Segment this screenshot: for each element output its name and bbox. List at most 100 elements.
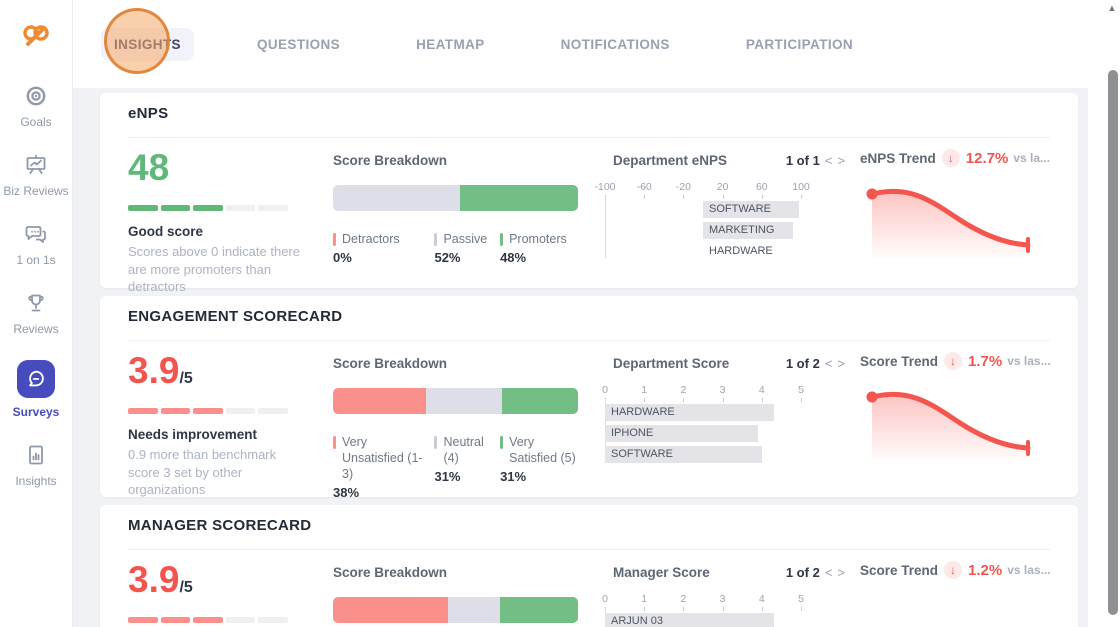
tab-notifications[interactable]: NOTIFICATIONS bbox=[560, 36, 670, 52]
meter-segment bbox=[225, 617, 256, 623]
tab-questions[interactable]: QUESTIONS bbox=[256, 36, 341, 52]
sidebar-item-goals[interactable]: Goals bbox=[1, 84, 71, 129]
stackbar-segment bbox=[499, 597, 578, 623]
axis-tick-label: 2 bbox=[680, 593, 687, 605]
trend-compare-label: vs las... bbox=[1007, 354, 1051, 368]
scrollbar-up-arrow-icon[interactable]: ▲ bbox=[1107, 3, 1117, 13]
score-description: Scores above 0 indicate there are more p… bbox=[128, 244, 300, 294]
goals-target-icon bbox=[24, 84, 48, 108]
axis-tick-mark bbox=[683, 398, 685, 402]
score-verdict: Needs improvement bbox=[128, 427, 258, 442]
tab-heatmap[interactable]: HEATMAP bbox=[416, 36, 485, 52]
legend-value: 0% bbox=[333, 250, 352, 265]
axis-tick-label: 4 bbox=[758, 593, 765, 605]
axis-tick-label: 4 bbox=[758, 384, 765, 396]
meter-segment bbox=[193, 408, 223, 414]
trend-delta: 12.7% bbox=[965, 149, 1009, 167]
meter-segment bbox=[258, 408, 288, 414]
pager-prev-icon[interactable]: < bbox=[824, 153, 833, 168]
legend-value: 31% bbox=[500, 469, 527, 484]
stackbar-segment bbox=[333, 185, 461, 211]
axis-line bbox=[605, 196, 606, 258]
legend-label: Very Satisfied (5) bbox=[509, 435, 576, 465]
legend-label: Detractors bbox=[342, 232, 400, 246]
legend-color-tick bbox=[434, 436, 438, 449]
sidebar-item-biz-reviews[interactable]: Biz Reviews bbox=[1, 153, 71, 198]
trend-title: Score Trend bbox=[860, 562, 939, 578]
pager: 1 of 2 < > bbox=[786, 565, 845, 580]
card-title: ENGAGEMENT SCORECARD bbox=[128, 308, 343, 325]
chart-bar-row: HARDWARE bbox=[605, 404, 801, 421]
chart-bar-label: HARDWARE bbox=[611, 406, 675, 418]
legend-label: Very Unsatisfied (1-3) bbox=[342, 435, 423, 481]
axis-tick-mark bbox=[644, 607, 646, 611]
chart-axis: 0 1 2 3 4 5 bbox=[602, 593, 804, 611]
enps-card: eNPS 48 Good score Scores above 0 indica… bbox=[100, 93, 1078, 294]
breakdown-title: Score Breakdown bbox=[333, 356, 448, 371]
sidebar-item-label: Insights bbox=[15, 474, 57, 488]
chart-bar bbox=[605, 613, 774, 627]
app-logo-pretzel-icon[interactable] bbox=[20, 20, 52, 52]
score-summary: 3.9/5 Needs improvement bbox=[128, 559, 313, 627]
card-title: MANAGER SCORECARD bbox=[128, 517, 312, 534]
meter-segment bbox=[128, 205, 158, 211]
axis-tick-label: 5 bbox=[798, 384, 804, 396]
score-summary: 48 Good score Scores above 0 indicate th… bbox=[128, 147, 313, 296]
chart-bar bbox=[703, 201, 800, 218]
score-verdict: Good score bbox=[128, 224, 204, 239]
meter-segment bbox=[193, 205, 223, 211]
tab-insights[interactable]: INSIGHTS bbox=[101, 27, 194, 61]
pager-label: 1 of 1 bbox=[785, 153, 820, 168]
scrollbar-thumb[interactable] bbox=[1108, 70, 1118, 615]
legend-color-tick bbox=[500, 436, 504, 449]
sidebar-item-insights[interactable]: Insights bbox=[1, 443, 71, 488]
chart-bar-label: SOFTWARE bbox=[709, 203, 771, 215]
sidebar-item-surveys[interactable]: Surveys bbox=[1, 360, 71, 419]
score-meter bbox=[128, 617, 288, 623]
axis-tick-label: -100 bbox=[594, 181, 616, 193]
reviews-trophy-icon bbox=[24, 291, 48, 315]
axis-tick-mark bbox=[761, 607, 763, 611]
legend-item: Passive 52% bbox=[434, 231, 490, 265]
pager-next-icon[interactable]: > bbox=[837, 356, 845, 371]
tab-bar: INSIGHTS QUESTIONS HEATMAP NOTIFICATIONS… bbox=[73, 0, 1088, 88]
score-meter bbox=[128, 408, 288, 414]
manager-chart: Manager Score 1 of 2 < > 0 1 2 3 4 5 ARJUN 03 bbox=[602, 565, 845, 627]
axis-tick-label: 3 bbox=[719, 593, 726, 605]
pager-label: 1 of 2 bbox=[785, 565, 820, 580]
breakdown-stacked-bar bbox=[333, 597, 578, 623]
trend-down-arrow-icon: ↓ bbox=[941, 149, 960, 167]
sidebar-item-label: Reviews bbox=[13, 322, 59, 336]
axis-tick-mark bbox=[683, 607, 685, 611]
meter-segment bbox=[160, 205, 191, 211]
vertical-scrollbar[interactable]: ▲ bbox=[1104, 0, 1120, 627]
legend-label: Neutral (4) bbox=[443, 435, 484, 465]
breakdown-stacked-bar bbox=[333, 388, 578, 414]
sidebar-item-reviews[interactable]: Reviews bbox=[1, 291, 71, 336]
axis-tick-mark bbox=[644, 398, 646, 402]
tab-participation[interactable]: PARTICIPATION bbox=[745, 36, 854, 52]
stackbar-segment bbox=[502, 388, 578, 414]
legend-value: 52% bbox=[434, 250, 461, 265]
trend-down-arrow-icon: ↓ bbox=[944, 561, 963, 579]
score-breakdown: Score Breakdown bbox=[333, 565, 589, 627]
trend-panel: Score Trend ↓ 1.7% vs las... bbox=[860, 352, 1078, 467]
pager-prev-icon[interactable]: < bbox=[824, 565, 833, 580]
breakdown-title: Score Breakdown bbox=[333, 565, 448, 580]
axis-tick-label: 0 bbox=[602, 384, 608, 396]
trend-compare-label: vs la... bbox=[1013, 151, 1051, 165]
score-summary: 3.9/5 Needs improvement 0.9 more than be… bbox=[128, 350, 313, 499]
axis-tick-label: 1 bbox=[641, 384, 648, 396]
axis-tick-label: -60 bbox=[636, 181, 652, 193]
axis-tick-mark bbox=[722, 607, 724, 611]
trend-title: Score Trend bbox=[860, 353, 939, 369]
sidebar-item-label: Biz Reviews bbox=[3, 184, 69, 198]
chart-bars: ARJUN 03 bbox=[605, 608, 801, 627]
pager-next-icon[interactable]: > bbox=[837, 565, 845, 580]
axis-tick-mark bbox=[644, 195, 646, 199]
pager-next-icon[interactable]: > bbox=[837, 153, 845, 168]
enps-score-value: 48 bbox=[128, 147, 170, 188]
pager-prev-icon[interactable]: < bbox=[824, 356, 833, 371]
sidebar: Goals Biz Reviews bbox=[0, 0, 73, 627]
sidebar-item-1on1s[interactable]: 1 on 1s bbox=[1, 222, 71, 267]
